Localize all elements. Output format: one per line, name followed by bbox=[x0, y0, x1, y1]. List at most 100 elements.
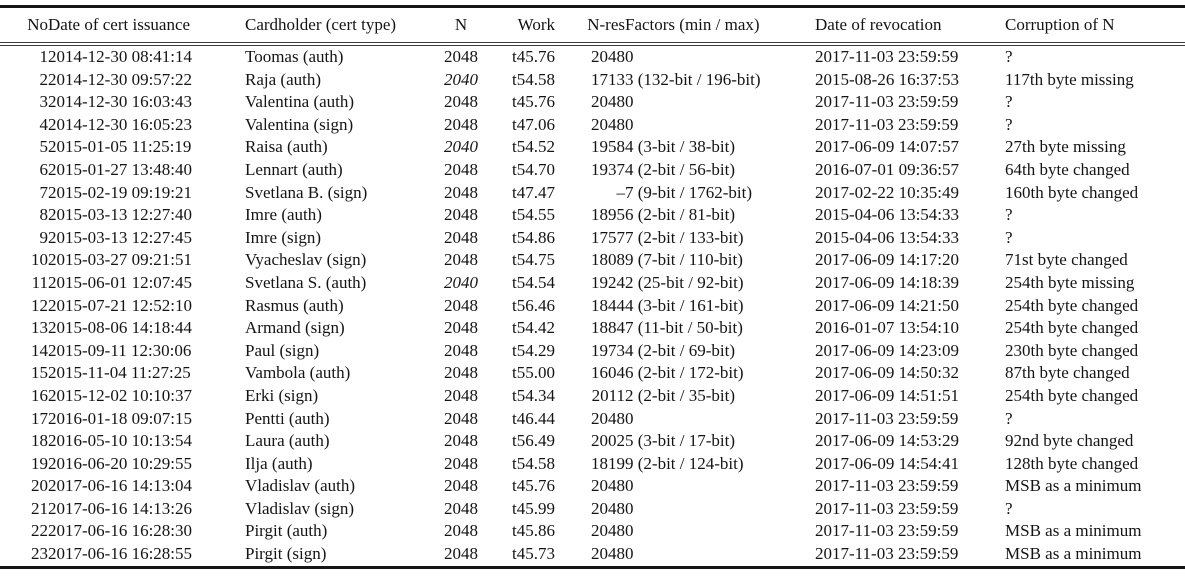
cell-n: 2048 bbox=[444, 205, 478, 225]
cell-revocation: 2017-06-09 14:50:32 bbox=[815, 363, 960, 383]
cell-work: t54.58 bbox=[512, 453, 555, 473]
cell-work: t46.44 bbox=[512, 408, 555, 428]
cell-nres: 1844 bbox=[591, 295, 625, 315]
cell-corruption: 92nd byte changed bbox=[1005, 431, 1134, 451]
cell-no: 14 bbox=[31, 340, 48, 360]
cell-cardholder: Raisa (auth) bbox=[245, 137, 328, 157]
cell-factors: 7 (2-bit / 133-bit) bbox=[625, 227, 744, 247]
table-row: 1 2014-12-30 08:41:14 Toomas (auth) 2048… bbox=[0, 44, 1185, 69]
cell-n: 2048 bbox=[444, 295, 478, 315]
cell-work: t54.29 bbox=[512, 340, 555, 360]
cell-nres: 1808 bbox=[591, 250, 625, 270]
cell-no: 2 bbox=[39, 69, 49, 89]
cell-cardholder: Vladislav (sign) bbox=[245, 498, 355, 518]
cell-cardholder: Toomas (auth) bbox=[245, 47, 344, 66]
table-row: 7 2015-02-19 09:19:21 Svetlana B. (sign)… bbox=[0, 182, 1185, 205]
cell-work: t54.42 bbox=[512, 318, 555, 338]
cell-n: 2048 bbox=[444, 408, 478, 428]
cell-revocation: 2017-06-09 14:18:39 bbox=[815, 272, 960, 292]
cell-work: t45.76 bbox=[512, 47, 555, 66]
cell-factors: 0 bbox=[625, 476, 634, 496]
cell-revocation: 2015-04-06 13:54:33 bbox=[815, 227, 960, 247]
cell-cardholder: Pirgit (auth) bbox=[245, 521, 328, 541]
cell-revocation: 2015-08-26 16:37:53 bbox=[815, 69, 960, 89]
cell-issuance: 2014-12-30 09:57:22 bbox=[48, 69, 193, 89]
cell-revocation: 2017-06-09 14:23:09 bbox=[815, 340, 960, 360]
cell-issuance: 2017-06-16 16:28:30 bbox=[48, 521, 193, 541]
cell-corruption: 117th byte missing bbox=[1005, 69, 1134, 89]
cell-corruption: 128th byte changed bbox=[1005, 453, 1139, 473]
cell-factors: 0 bbox=[625, 47, 634, 66]
cell-n: 2040 bbox=[444, 272, 478, 292]
cell-n: 2048 bbox=[444, 340, 478, 360]
cell-nres: 1713 bbox=[591, 69, 625, 89]
cell-issuance: 2015-06-01 12:07:45 bbox=[48, 272, 193, 292]
col-header-factors: Factors (min / max) bbox=[625, 6, 815, 46]
cell-nres: 2011 bbox=[591, 385, 625, 405]
cell-n: 2048 bbox=[444, 159, 478, 179]
cell-no: 19 bbox=[31, 453, 48, 473]
cell-work: t45.73 bbox=[512, 544, 555, 564]
cell-n: 2048 bbox=[444, 453, 478, 473]
cell-factors: 9 (2-bit / 124-bit) bbox=[625, 453, 744, 473]
table-row: 13 2015-08-06 14:18:44 Armand (sign) 204… bbox=[0, 317, 1185, 340]
cell-no: 9 bbox=[39, 227, 49, 247]
cert-corruption-table: No Date of cert issuance Cardholder (cer… bbox=[0, 5, 1185, 569]
cell-work: t45.76 bbox=[512, 476, 555, 496]
cell-issuance: 2016-01-18 09:07:15 bbox=[48, 408, 193, 428]
cell-corruption: ? bbox=[1005, 114, 1013, 134]
table-row: 12 2015-07-21 12:52:10 Rasmus (auth) 204… bbox=[0, 295, 1185, 318]
cell-work: t54.86 bbox=[512, 227, 555, 247]
cell-cardholder: Pirgit (sign) bbox=[245, 544, 327, 564]
cell-revocation: 2017-11-03 23:59:59 bbox=[815, 498, 959, 518]
table-row: 2 2014-12-30 09:57:22 Raja (auth) 2040 t… bbox=[0, 69, 1185, 92]
cell-work: t54.55 bbox=[512, 205, 555, 225]
cell-n: 2048 bbox=[444, 476, 478, 496]
cell-corruption: ? bbox=[1005, 227, 1013, 247]
cell-no: 21 bbox=[31, 498, 48, 518]
cell-revocation: 2017-11-03 23:59:59 bbox=[815, 544, 959, 564]
cell-nres: 1937 bbox=[591, 159, 625, 179]
cell-work: t54.75 bbox=[512, 250, 555, 270]
cell-factors: 2 (25-bit / 92-bit) bbox=[625, 272, 744, 292]
cell-revocation: 2017-06-09 14:54:41 bbox=[815, 453, 960, 473]
table-row: 17 2016-01-18 09:07:15 Pentti (auth) 204… bbox=[0, 408, 1185, 431]
cell-revocation: 2017-11-03 23:59:59 bbox=[815, 476, 959, 496]
cell-work: t47.47 bbox=[512, 182, 555, 202]
cell-cardholder: Ilja (auth) bbox=[245, 453, 313, 473]
cell-work: t54.70 bbox=[512, 159, 555, 179]
cell-nres: 1604 bbox=[591, 363, 625, 383]
cell-issuance: 2017-06-16 14:13:04 bbox=[48, 476, 193, 496]
cell-work: t54.54 bbox=[512, 272, 555, 292]
cell-factors: 0 bbox=[625, 408, 634, 428]
table-row: 19 2016-06-20 10:29:55 Ilja (auth) 2048 … bbox=[0, 453, 1185, 476]
cell-corruption: ? bbox=[1005, 47, 1013, 66]
cell-work: t56.46 bbox=[512, 295, 555, 315]
cell-n: 2048 bbox=[444, 250, 478, 270]
table-row: 22 2017-06-16 16:28:30 Pirgit (auth) 204… bbox=[0, 520, 1185, 543]
cell-issuance: 2016-05-10 10:13:54 bbox=[48, 431, 193, 451]
cell-factors: 6 (2-bit / 172-bit) bbox=[625, 363, 744, 383]
cell-no: 11 bbox=[31, 272, 48, 292]
cell-work: t56.49 bbox=[512, 431, 555, 451]
cell-nres: 1973 bbox=[591, 340, 625, 360]
cell-revocation: 2017-11-03 23:59:59 bbox=[815, 114, 959, 134]
cell-corruption: MSB as a minimum bbox=[1005, 521, 1142, 541]
cell-n: 2048 bbox=[444, 498, 478, 518]
cell-no: 12 bbox=[31, 295, 48, 315]
cell-revocation: 2017-06-09 14:21:50 bbox=[815, 295, 960, 315]
cell-n: 2048 bbox=[444, 363, 478, 383]
cell-factors: 4 (2-bit / 56-bit) bbox=[625, 159, 736, 179]
cell-corruption: 71st byte changed bbox=[1005, 250, 1128, 270]
cell-corruption: MSB as a minimum bbox=[1005, 544, 1142, 564]
cell-work: t54.34 bbox=[512, 385, 555, 405]
cell-cardholder: Erki (sign) bbox=[245, 385, 319, 405]
cell-factors: 0 bbox=[625, 114, 634, 134]
cell-issuance: 2015-01-27 13:48:40 bbox=[48, 159, 193, 179]
cell-work: t45.99 bbox=[512, 498, 555, 518]
cell-n: 2048 bbox=[444, 47, 478, 66]
cell-nres: 1884 bbox=[591, 318, 625, 338]
cell-nres: 1895 bbox=[591, 205, 625, 225]
cell-no: 22 bbox=[31, 521, 48, 541]
